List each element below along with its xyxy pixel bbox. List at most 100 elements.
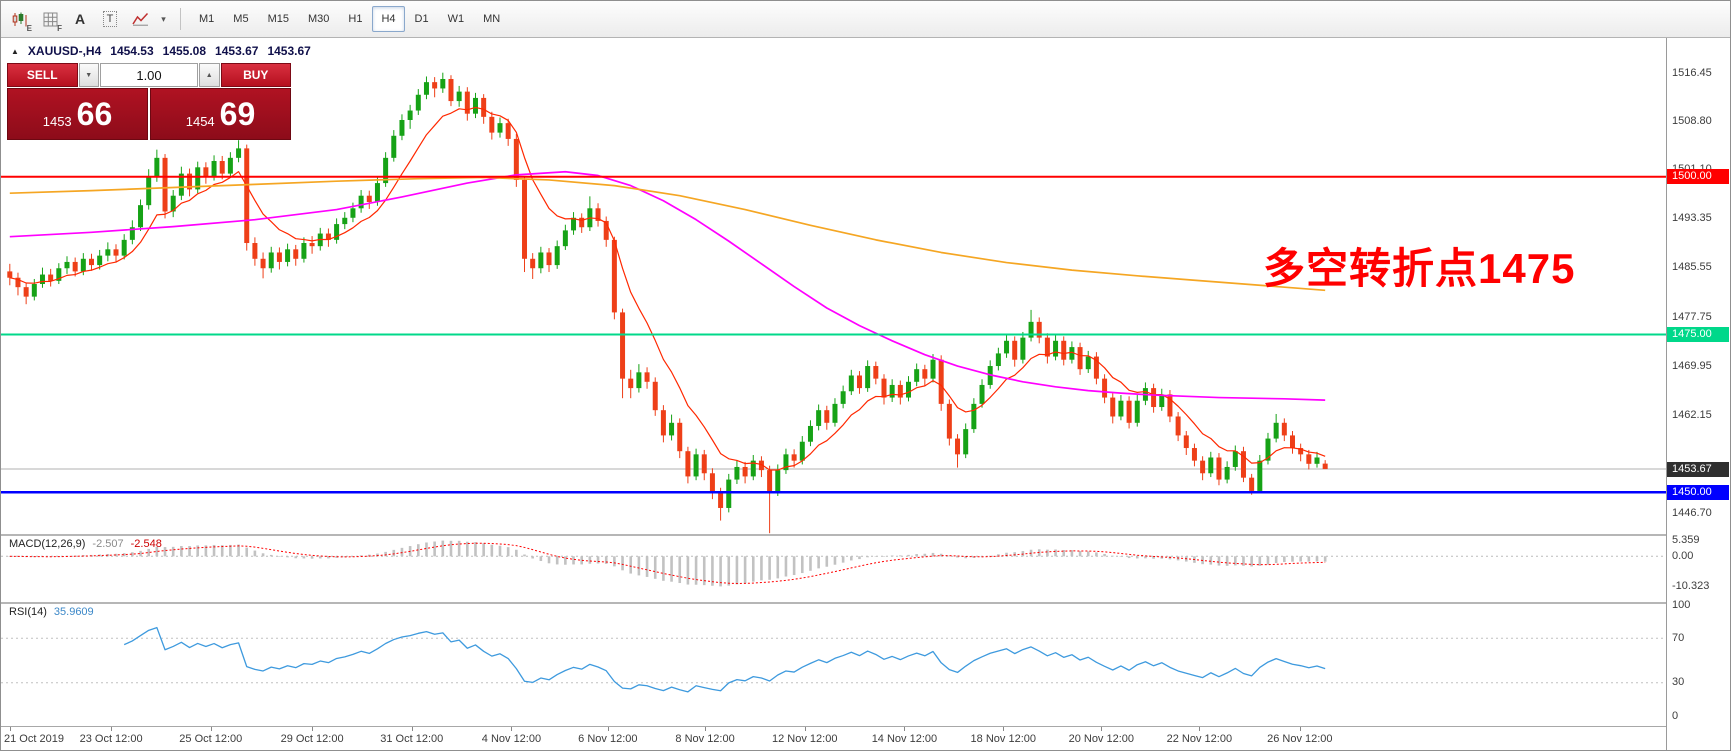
candle-body (72, 261, 78, 272)
time-tick (1299, 727, 1301, 731)
sell-button[interactable]: SELL (7, 63, 78, 87)
macd-histogram-bar (907, 554, 910, 557)
timeframe-button-h4[interactable]: H4 (372, 6, 405, 32)
candle-body (407, 110, 413, 120)
candle-body (252, 243, 258, 259)
time-axis-label: 18 Nov 12:00 (970, 733, 1036, 745)
time-axis[interactable]: 21 Oct 2019 23 Oct 12:00 25 Oct 12:00 29 Oc… (1, 727, 1666, 750)
volume-decrease-button[interactable]: ▼ (78, 63, 99, 87)
macd-histogram-bar (1291, 556, 1294, 562)
macd-histogram-bar (547, 556, 551, 564)
chart-text-annotation[interactable]: 多空转折点1475 (1263, 245, 1576, 292)
candle-body (873, 366, 879, 379)
candle-body (1020, 337, 1026, 360)
macd-histogram-bar (858, 556, 861, 560)
macd-histogram-bar (204, 545, 208, 557)
candle-body (154, 157, 160, 177)
candle-body (211, 161, 217, 177)
price-scale-label: 1493.35 (1672, 212, 1712, 225)
ohlc-low: 1453.67 (215, 44, 259, 58)
timeframe-button-d1[interactable]: D1 (414, 13, 429, 25)
text-label-tool-button[interactable]: T (96, 5, 124, 33)
bid-price-display[interactable]: 1453 66 (7, 88, 148, 140)
macd-histogram-bar (171, 546, 175, 557)
macd-histogram-bar (588, 556, 592, 564)
candle-body (1110, 397, 1116, 417)
candle-body (391, 135, 397, 158)
macd-histogram-bar (727, 556, 731, 586)
candle-body (113, 249, 119, 256)
timeframe-button-mn[interactable]: MN (483, 13, 501, 25)
macd-histogram-bar (572, 556, 575, 565)
timeframe-button-m5[interactable]: M5 (233, 13, 249, 25)
candle-body (562, 230, 568, 247)
collapse-arrow-icon[interactable]: ▲ (11, 46, 19, 56)
annotation-tool-button[interactable]: A (66, 5, 94, 33)
candle-body (129, 227, 135, 240)
candle-body (383, 157, 389, 184)
macd-histogram-bar (1323, 556, 1327, 562)
timeframe-button-w1[interactable]: W1 (447, 13, 465, 25)
time-tick (904, 727, 906, 731)
macd-histogram-bar (1078, 551, 1082, 557)
timeframe-button-m15[interactable]: M15 (267, 13, 289, 25)
macd-histogram-bar (800, 556, 804, 574)
time-axis-label: 22 Nov 12:00 (1166, 733, 1233, 745)
main-chart-panel[interactable]: ▲ XAUUSD-,H4 1454.53 1455.08 1453.67 145… (1, 37, 1666, 535)
candle-body (64, 261, 70, 269)
macd-histogram-bar (580, 556, 583, 565)
buy-button[interactable]: BUY (220, 63, 291, 87)
candle-body (938, 359, 944, 404)
macd-histogram-bar (809, 556, 812, 571)
bid-price-main: 1453 (42, 113, 72, 129)
candle-body (807, 425, 813, 442)
macd-name: MACD(12,26,9) (9, 538, 86, 550)
candle-body (31, 284, 37, 297)
volume-increase-button[interactable]: ▲ (199, 63, 220, 87)
candle-body (285, 249, 291, 262)
grid-button[interactable]: F (36, 5, 64, 33)
macd-histogram-bar (629, 556, 633, 574)
macd-histogram-bar (1283, 556, 1286, 563)
macd-histogram-bar (833, 556, 837, 565)
macd-histogram-bar (474, 542, 477, 557)
rsi-panel[interactable]: RSI(14) 35.9609 (1, 603, 1666, 727)
candle-body (301, 243, 307, 259)
macd-histogram-bar (1127, 556, 1131, 559)
macd-histogram-bar (106, 553, 110, 557)
macd-histogram-bar (466, 541, 469, 557)
price-axis[interactable]: 1516.451508.801501.101493.351485.551477.… (1666, 37, 1730, 750)
timeframe-button-m1[interactable]: M1 (199, 13, 215, 25)
macd-histogram-bar (841, 556, 845, 563)
time-tick (111, 727, 113, 731)
volume-input[interactable] (100, 63, 198, 87)
candle-body (824, 410, 830, 423)
timeframe-button-h1[interactable]: H1 (348, 13, 363, 25)
candle-body (342, 217, 348, 225)
rsi-scale-label: 100 (1672, 598, 1691, 611)
macd-histogram-bar (139, 550, 142, 557)
candle-body (955, 438, 961, 455)
ask-price-display[interactable]: 1454 69 (150, 88, 291, 140)
candle-body (1044, 337, 1050, 357)
macd-panel[interactable]: MACD(12,26,9) -2.507 -2.548 (1, 535, 1666, 603)
macd-histogram-bar (915, 554, 918, 557)
macd-histogram-bar (1152, 556, 1155, 559)
indicators-dropdown-caret[interactable]: ▾ (156, 5, 171, 33)
chart-style-candles-button[interactable]: E (6, 5, 34, 33)
macd-histogram-bar (1258, 556, 1262, 566)
macd-histogram-bar (702, 556, 706, 586)
candle-body (121, 239, 127, 256)
ohlc-high: 1455.08 (162, 44, 207, 58)
candle-body (358, 195, 364, 209)
macd-scale-label: 5.359 (1672, 534, 1700, 547)
macd-histogram-bar (359, 555, 363, 557)
triangle-up-icon: ▲ (205, 71, 213, 79)
panel-divider-macd[interactable] (1, 534, 1666, 536)
candle-body (897, 384, 903, 398)
panel-divider-rsi[interactable] (1, 602, 1666, 604)
candle-body (1216, 457, 1222, 480)
indicators-button[interactable] (126, 5, 154, 33)
timeframe-button-m30[interactable]: M30 (307, 13, 330, 25)
candle-body (374, 183, 380, 203)
